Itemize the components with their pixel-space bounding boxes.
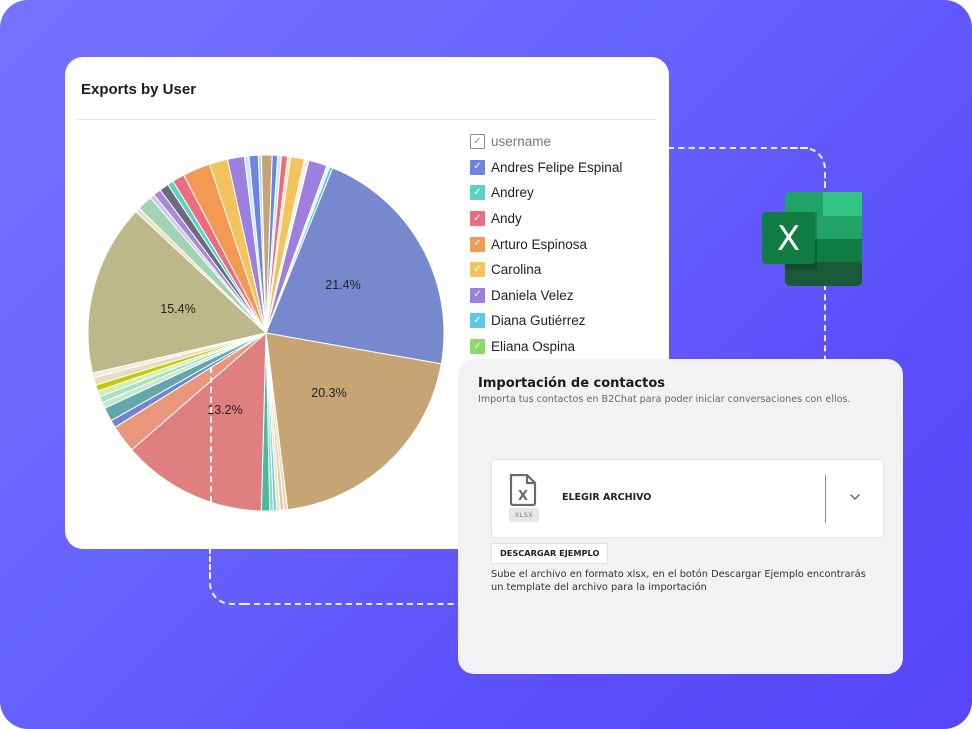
legend-item[interactable]: ✓ Daniela Velez: [470, 283, 622, 309]
checkbox-icon[interactable]: ✓: [470, 185, 485, 201]
pie-slice[interactable]: [87, 210, 268, 374]
legend-item[interactable]: ✓ Diana Gutiérrez: [470, 308, 622, 334]
legend-item[interactable]: ✓ Andres Felipe Espinal: [470, 155, 622, 181]
slice-label: 21.4%: [325, 278, 361, 292]
help-text: Sube el archivo en formato xlsx, en el b…: [491, 569, 866, 593]
legend-header[interactable]: ✓ username: [470, 129, 622, 155]
legend-item[interactable]: ✓ Andrey: [470, 180, 622, 206]
vertical-divider: [825, 475, 826, 523]
legend-item[interactable]: ✓ Eliana Ospina: [470, 334, 622, 360]
chart-title: Exports by User: [81, 81, 197, 98]
legend-item-label: Andy: [491, 211, 522, 227]
import-description: Importa tus contactos en B2Chat para pod…: [478, 394, 851, 405]
download-example-button[interactable]: DESCARGAR EJEMPLO: [491, 543, 609, 564]
checkbox-icon[interactable]: ✓: [470, 287, 485, 303]
dashed-connector: [209, 568, 245, 605]
legend-item-label: Andrey: [491, 185, 534, 201]
xlsx-file-icon: X: [509, 474, 537, 506]
xlsx-file-tag: XLSX: [509, 508, 539, 522]
dashed-connector: [210, 367, 212, 502]
import-contacts-card: Importación de contactos Importa tus con…: [458, 359, 903, 674]
legend-item-label: Daniela Velez: [491, 287, 574, 303]
svg-text:X: X: [518, 489, 528, 504]
slice-label: 13.2%: [207, 403, 243, 417]
pie-chart[interactable]: 21.4% 20.3% 13.2% 15.4%: [87, 154, 445, 512]
dashed-connector: [790, 147, 826, 183]
legend-item-label: Diana Gutiérrez: [491, 313, 586, 329]
chevron-down-icon[interactable]: [848, 490, 862, 504]
excel-logo-icon: X: [762, 192, 862, 286]
legend-item[interactable]: ✓ Arturo Espinosa: [470, 231, 622, 257]
choose-file-button[interactable]: ELEGIR ARCHIVO: [562, 492, 652, 503]
checkbox-icon[interactable]: ✓: [470, 159, 485, 175]
slice-label: 15.4%: [160, 302, 196, 316]
slice-label: 20.3%: [311, 386, 347, 400]
legend-header-label: username: [491, 134, 552, 150]
dashed-connector: [209, 548, 211, 578]
import-title: Importación de contactos: [478, 376, 666, 391]
checkbox-icon[interactable]: ✓: [470, 262, 485, 278]
title-divider: [77, 119, 657, 120]
pie-slice[interactable]: [265, 167, 445, 365]
legend-item[interactable]: ✓ Carolina: [470, 257, 622, 283]
checkbox-icon[interactable]: ✓: [470, 339, 485, 355]
legend-item-label: Eliana Ospina: [491, 339, 576, 355]
checkbox-icon[interactable]: ✓: [470, 134, 485, 150]
checkbox-icon[interactable]: ✓: [470, 236, 485, 252]
legend-item-label: Carolina: [491, 262, 542, 278]
svg-text:X: X: [777, 219, 800, 259]
pie-slice[interactable]: [265, 332, 442, 511]
legend-item-label: Andres Felipe Espinal: [491, 159, 623, 175]
pie-slice[interactable]: [265, 166, 334, 334]
chart-legend: ✓ username ✓ Andres Felipe Espinal ✓ Andrey…: [470, 129, 622, 359]
file-picker[interactable]: X XLSX ELEGIR ARCHIVO: [491, 459, 884, 538]
checkbox-icon[interactable]: ✓: [470, 211, 485, 227]
dashed-connector: [668, 147, 808, 149]
pie-chart-svg[interactable]: [87, 154, 445, 512]
legend-item-label: Arturo Espinosa: [491, 236, 588, 252]
legend-item[interactable]: ✓ Andy: [470, 206, 622, 232]
checkbox-icon[interactable]: ✓: [470, 313, 485, 329]
pie-slice[interactable]: [130, 331, 267, 512]
dashed-connector: [244, 603, 474, 605]
